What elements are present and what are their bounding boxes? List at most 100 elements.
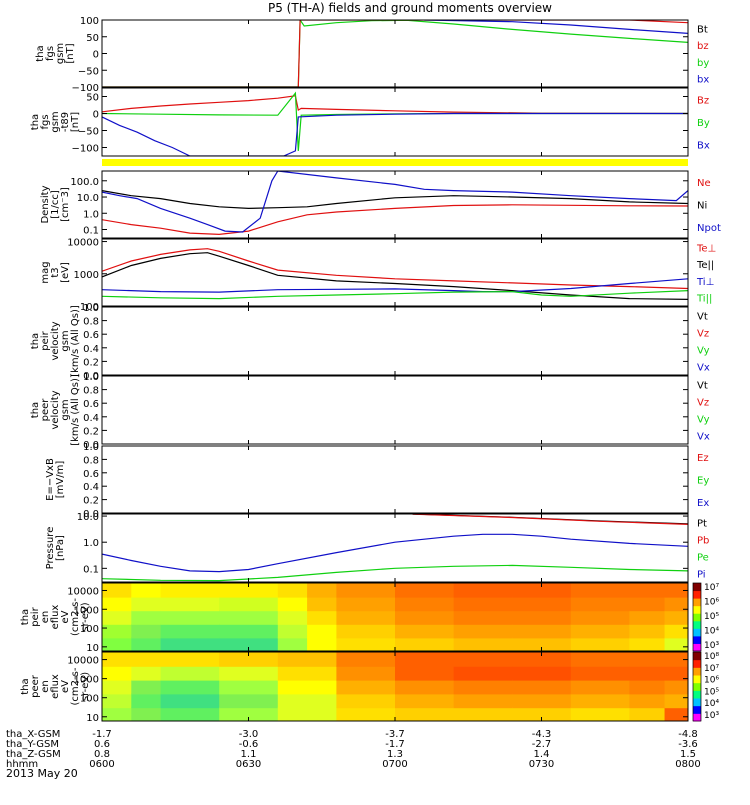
y-axis-label: E=−VxB [45,458,56,501]
y-tick-label: 0.1 [83,564,99,575]
y-tick-label: 0.1 [83,226,99,237]
x-axis-value: -3.0 [239,729,259,740]
heatmap-cell [570,637,631,651]
heatmap-cell [629,693,666,709]
heatmap-cell [570,610,631,625]
y-axis-label: [nT] [70,112,81,132]
heatmap-cell [512,610,572,625]
heatmap-cell [395,652,455,667]
y-axis-label: sr-eV) [80,672,91,701]
y-tick-label: 0.8 [83,455,99,466]
y-axis-label: fgs [45,46,56,61]
legend-entry: Pt [697,519,707,530]
y-axis-label: velocity [50,390,61,429]
heatmap-cell [131,707,162,721]
heatmap-cell [395,623,455,639]
heatmap-cell [629,623,666,639]
heatmap-cell [160,583,221,598]
panel-p8: Pt Pb Pe Pi 10.0 1.0 0.1 Pressure [nPa] [45,512,709,583]
legend-entry: Ti⊥ [696,277,714,288]
panel-p4: Te⊥ Te|| Ti⊥ Ti|| 10000 1000 100 mag t3 [eV] [40,238,716,313]
heatmap-cell [453,652,514,667]
heatmap-cell [664,637,688,651]
legend-entry: Ez [697,453,709,464]
heatmap-cell [160,707,221,721]
y-tick-label: 0.2 [83,496,99,507]
heatmap-cell [336,665,396,681]
heatmap-cell [629,637,666,651]
heatmap-cell [453,583,514,598]
heatmap-cell [336,693,396,709]
heatmap-cell [664,610,688,625]
y-tick-label: 50 [86,93,99,104]
colorbar-segment [693,598,701,607]
series-line-p4-0 [102,248,688,290]
legend-entry: Bx [697,141,710,152]
heatmap-cell [512,652,572,667]
panel-p3: Ne Ni Npot 100.0 10.0 1.0 0.1 Density [1/cc] [cm⁻… [40,170,721,239]
heatmap-cell [160,665,221,681]
y-tick-label: 10000 [67,586,99,597]
heatmap-cell [395,610,455,625]
heatmap-cell [160,679,221,695]
y-tick-label: 0.0 [83,440,99,451]
heatmap-cell [512,665,572,681]
y-tick-label: 1.0 [83,372,99,383]
heatmap-cell [336,596,396,612]
legend-entry: Vt [697,312,708,323]
legend-entry: Vt [697,381,708,392]
series-line-p3-0 [102,190,688,210]
heatmap-cell [570,665,631,681]
heatmap-cell [395,679,455,695]
colorbar-tick-label: 10⁴ [704,699,719,709]
heatmap-cell [629,583,666,598]
legend-entry: Vy [697,415,710,426]
heatmap-cell [219,652,279,667]
colorbar-segment [693,628,701,637]
y-axis-label: mag [40,261,51,283]
x-axis-row-label: hhmm [6,759,38,770]
colorbar-tick-label: 10⁶ [704,598,719,608]
x-axis-row-label: tha_Z-GSM [6,749,61,760]
colorbar-segment [693,620,701,629]
heatmap-cell [664,652,688,667]
series-line-p3-2 [102,171,688,233]
legend-entry: Ey [697,476,709,487]
x-axis-value: -0.6 [239,739,259,750]
y-axis-label: (cm2-s- [70,598,81,636]
colorbar-segment [693,643,701,652]
panel-p9: 10³ 10⁴ 10⁵ 10⁶ 10⁷ 10000 1000 100 10 tha peir en ef… [20,582,719,654]
legend-entry: By [697,118,710,129]
chart-title: P5 (TH-A) fields and ground moments over… [268,1,552,15]
heatmap-cell [453,665,514,681]
y-axis-label: (cm2-s- [70,667,81,705]
heatmap-cell [277,583,309,598]
heatmap-cell [102,679,133,695]
colorbar-frame [692,651,702,722]
y-tick-label: 10.0 [77,193,99,204]
heatmap-cell [453,596,514,612]
y-tick-label: 0 [93,110,99,121]
colorbar-segment [693,605,701,614]
y-tick-label: 100 [80,624,99,635]
legend-entry: Te⊥ [696,243,716,254]
legend-entry: Te|| [696,260,714,271]
heatmap-cell [336,610,396,625]
y-axis-label: peer [40,398,51,422]
y-axis-label: gsm [55,43,66,64]
y-tick-label: 0 [93,50,99,61]
y-tick-label: −50 [78,66,99,77]
heatmap-cell [102,693,133,709]
x-axis-value: 1.3 [387,749,403,760]
y-axis-label: gsm [60,399,71,420]
heatmap-cell [102,610,133,625]
heatmap-cell [160,637,221,651]
heatmap-cell [102,665,133,681]
x-axis-value: -4.8 [678,729,698,740]
heatmap-cell [453,610,514,625]
y-axis-label: tha [30,333,41,349]
colorbar-segment [693,698,701,707]
y-tick-label: 100 [80,302,99,313]
legend-entry: Pe [697,553,709,564]
